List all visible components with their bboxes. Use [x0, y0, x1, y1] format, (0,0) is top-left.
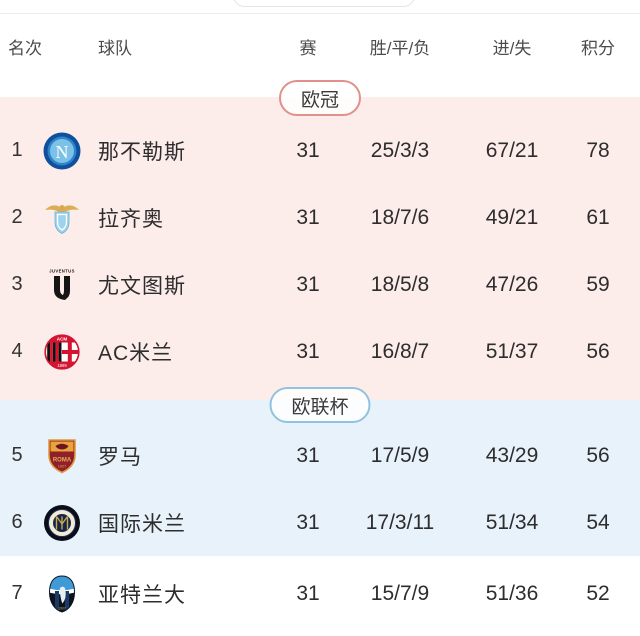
- wdl-cell: 17/3/11: [365, 510, 435, 534]
- atalanta-crest-icon: 1907: [34, 574, 90, 613]
- svg-text:1927: 1927: [58, 464, 66, 468]
- standings-body: 欧冠 1 N 那不勒斯 31 25/3/3 67/21 78 2 拉齐奥 31 …: [0, 80, 640, 636]
- league-section: 欧冠 1 N 那不勒斯 31 25/3/3 67/21 78 2 拉齐奥 31 …: [0, 80, 640, 400]
- column-header-team: 球队: [98, 39, 132, 58]
- played-cell: 31: [296, 272, 320, 296]
- column-header-rank: 名次: [8, 39, 42, 58]
- team-name: 罗马: [98, 445, 142, 469]
- rank-cell: 7: [11, 582, 23, 604]
- wdl-cell: 25/3/3: [370, 138, 430, 162]
- team-name: 尤文图斯: [98, 274, 186, 298]
- league-section: 欧联杯 5 ROMA 1927 罗马 31 17/5/9 43/29 56 6 …: [0, 387, 640, 556]
- wdl-cell: 18/5/8: [370, 272, 430, 296]
- team-name: 那不勒斯: [98, 140, 186, 164]
- rank-cell: 2: [11, 206, 23, 228]
- top-partial-pill: [233, 0, 415, 7]
- points-cell: 56: [586, 339, 610, 363]
- rank-cell: 3: [11, 273, 23, 295]
- rank-cell: 5: [11, 444, 23, 466]
- section-badge-label: 欧冠: [300, 89, 340, 111]
- wdl-cell: 15/7/9: [370, 581, 430, 605]
- played-cell: 31: [296, 205, 320, 229]
- svg-text:N: N: [56, 142, 69, 162]
- table-row[interactable]: 1 N 那不勒斯 31 25/3/3 67/21 78: [0, 117, 640, 184]
- svg-text:JUVENTUS: JUVENTUS: [49, 268, 75, 273]
- table-row[interactable]: 4 ACM 1899 AC米兰 31 16/8/7 51/37 56: [0, 318, 640, 385]
- team-name: 亚特兰大: [98, 583, 186, 607]
- ac-milan-crest-icon: ACM 1899: [34, 333, 90, 371]
- played-cell: 31: [296, 443, 320, 467]
- played-cell: 31: [296, 581, 320, 605]
- section-badge-uel: 欧联杯: [269, 387, 371, 423]
- played-cell: 31: [296, 510, 320, 534]
- team-name: AC米兰: [98, 341, 174, 365]
- juventus-crest-icon: JUVENTUS: [34, 266, 90, 304]
- table-row[interactable]: 2 拉齐奥 31 18/7/6 49/21 61: [0, 184, 640, 251]
- goals-cell: 51/37: [485, 339, 539, 363]
- lazio-crest-icon: [34, 199, 90, 237]
- table-row[interactable]: 6 国际米兰 31 17/3/11 51/34 54: [0, 489, 640, 556]
- team-name: 国际米兰: [98, 512, 186, 536]
- played-cell: 31: [296, 339, 320, 363]
- wdl-cell: 17/5/9: [370, 443, 430, 467]
- points-cell: 59: [586, 272, 610, 296]
- section-badge-ucl: 欧冠: [278, 80, 362, 116]
- wdl-cell: 18/7/6: [370, 205, 430, 229]
- roma-crest-icon: ROMA 1927: [34, 437, 90, 475]
- rank-cell: 4: [11, 340, 23, 362]
- goals-cell: 67/21: [485, 138, 539, 162]
- column-header-goals: 进/失: [492, 39, 532, 58]
- goals-cell: 51/36: [485, 581, 539, 605]
- svg-text:ROMA: ROMA: [53, 457, 72, 463]
- points-cell: 61: [586, 205, 610, 229]
- napoli-crest-icon: N: [34, 132, 90, 170]
- svg-text:1907: 1907: [58, 606, 66, 610]
- table-row[interactable]: 5 ROMA 1927 罗马 31 17/5/9 43/29 56: [0, 422, 640, 489]
- column-header-points: 积分: [581, 39, 615, 58]
- goals-cell: 49/21: [485, 205, 539, 229]
- table-row[interactable]: 3 JUVENTUS 尤文图斯 31 18/5/8 47/26 59: [0, 251, 640, 318]
- goals-cell: 51/34: [485, 510, 539, 534]
- points-cell: 52: [586, 581, 610, 605]
- svg-text:ACM: ACM: [57, 336, 68, 341]
- league-section: 7 1907 亚特兰大 31 15/7/9 51/36 52: [0, 556, 640, 636]
- rank-cell: 6: [11, 511, 23, 533]
- top-bar: [0, 0, 640, 14]
- wdl-cell: 16/8/7: [370, 339, 430, 363]
- column-header-wdl: 胜/平/负: [369, 39, 431, 58]
- points-cell: 54: [586, 510, 610, 534]
- points-cell: 78: [586, 138, 610, 162]
- svg-text:1899: 1899: [57, 363, 67, 368]
- points-cell: 56: [586, 443, 610, 467]
- inter-crest-icon: [34, 504, 90, 542]
- table-row[interactable]: 7 1907 亚特兰大 31 15/7/9 51/36 52: [0, 560, 640, 627]
- team-name: 拉齐奥: [98, 207, 164, 231]
- rank-cell: 1: [11, 139, 23, 161]
- column-header-played: 赛: [299, 39, 317, 58]
- goals-cell: 43/29: [485, 443, 539, 467]
- played-cell: 31: [296, 138, 320, 162]
- goals-cell: 47/26: [485, 272, 539, 296]
- section-badge-label: 欧联杯: [291, 396, 349, 418]
